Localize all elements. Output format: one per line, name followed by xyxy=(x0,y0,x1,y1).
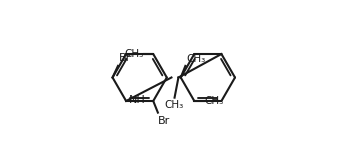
Text: CH₃: CH₃ xyxy=(204,96,224,106)
Text: CH₃: CH₃ xyxy=(164,100,183,110)
Text: Br: Br xyxy=(158,116,170,126)
Text: Br: Br xyxy=(119,53,131,63)
Text: NH: NH xyxy=(128,95,145,105)
Text: CH₃: CH₃ xyxy=(124,49,143,59)
Text: CH₃: CH₃ xyxy=(186,53,206,64)
